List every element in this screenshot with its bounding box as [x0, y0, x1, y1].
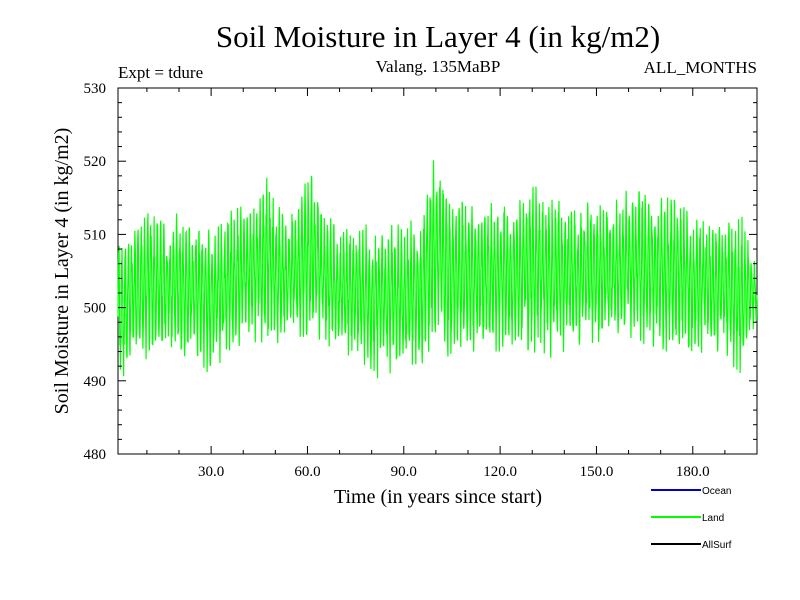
tick-layer: 30.0 60.0 90.0 120.0 150.0 180.0 480 490 500 510 5…: [84, 81, 758, 480]
x-tick-label: 60.0: [294, 464, 320, 480]
experiment-label: Expt = tdure: [118, 63, 203, 82]
series-line-land: [117, 160, 758, 379]
y-tick-label: 530: [84, 81, 107, 97]
y-tick-label: 490: [84, 374, 107, 390]
legend-label-allsurf: AllSurf: [702, 540, 732, 551]
y-tick-label: 480: [84, 447, 107, 463]
legend-label-ocean: Ocean: [702, 486, 731, 497]
x-tick-label: 90.0: [391, 464, 417, 480]
y-tick-label: 500: [84, 301, 107, 317]
y-tick-label: 510: [84, 227, 107, 243]
chart-title: Soil Moisture in Layer 4 (in kg/m2): [216, 19, 660, 54]
x-tick-label: 120.0: [483, 464, 517, 480]
months-label: ALL_MONTHS: [644, 58, 757, 77]
legend: Ocean Land AllSurf: [651, 486, 732, 551]
period-label: Valang. 135MaBP: [376, 57, 501, 76]
x-tick-label: 180.0: [676, 464, 710, 480]
x-tick-label: 150.0: [580, 464, 614, 480]
x-tick-label: 30.0: [198, 464, 224, 480]
legend-label-land: Land: [702, 513, 724, 524]
x-axis-label: Time (in years since start): [334, 486, 542, 508]
y-axis-label: Soil Moisture in Layer 4 (in kg/m2): [51, 128, 73, 415]
y-tick-label: 520: [84, 154, 107, 170]
series-layer: [117, 160, 758, 379]
